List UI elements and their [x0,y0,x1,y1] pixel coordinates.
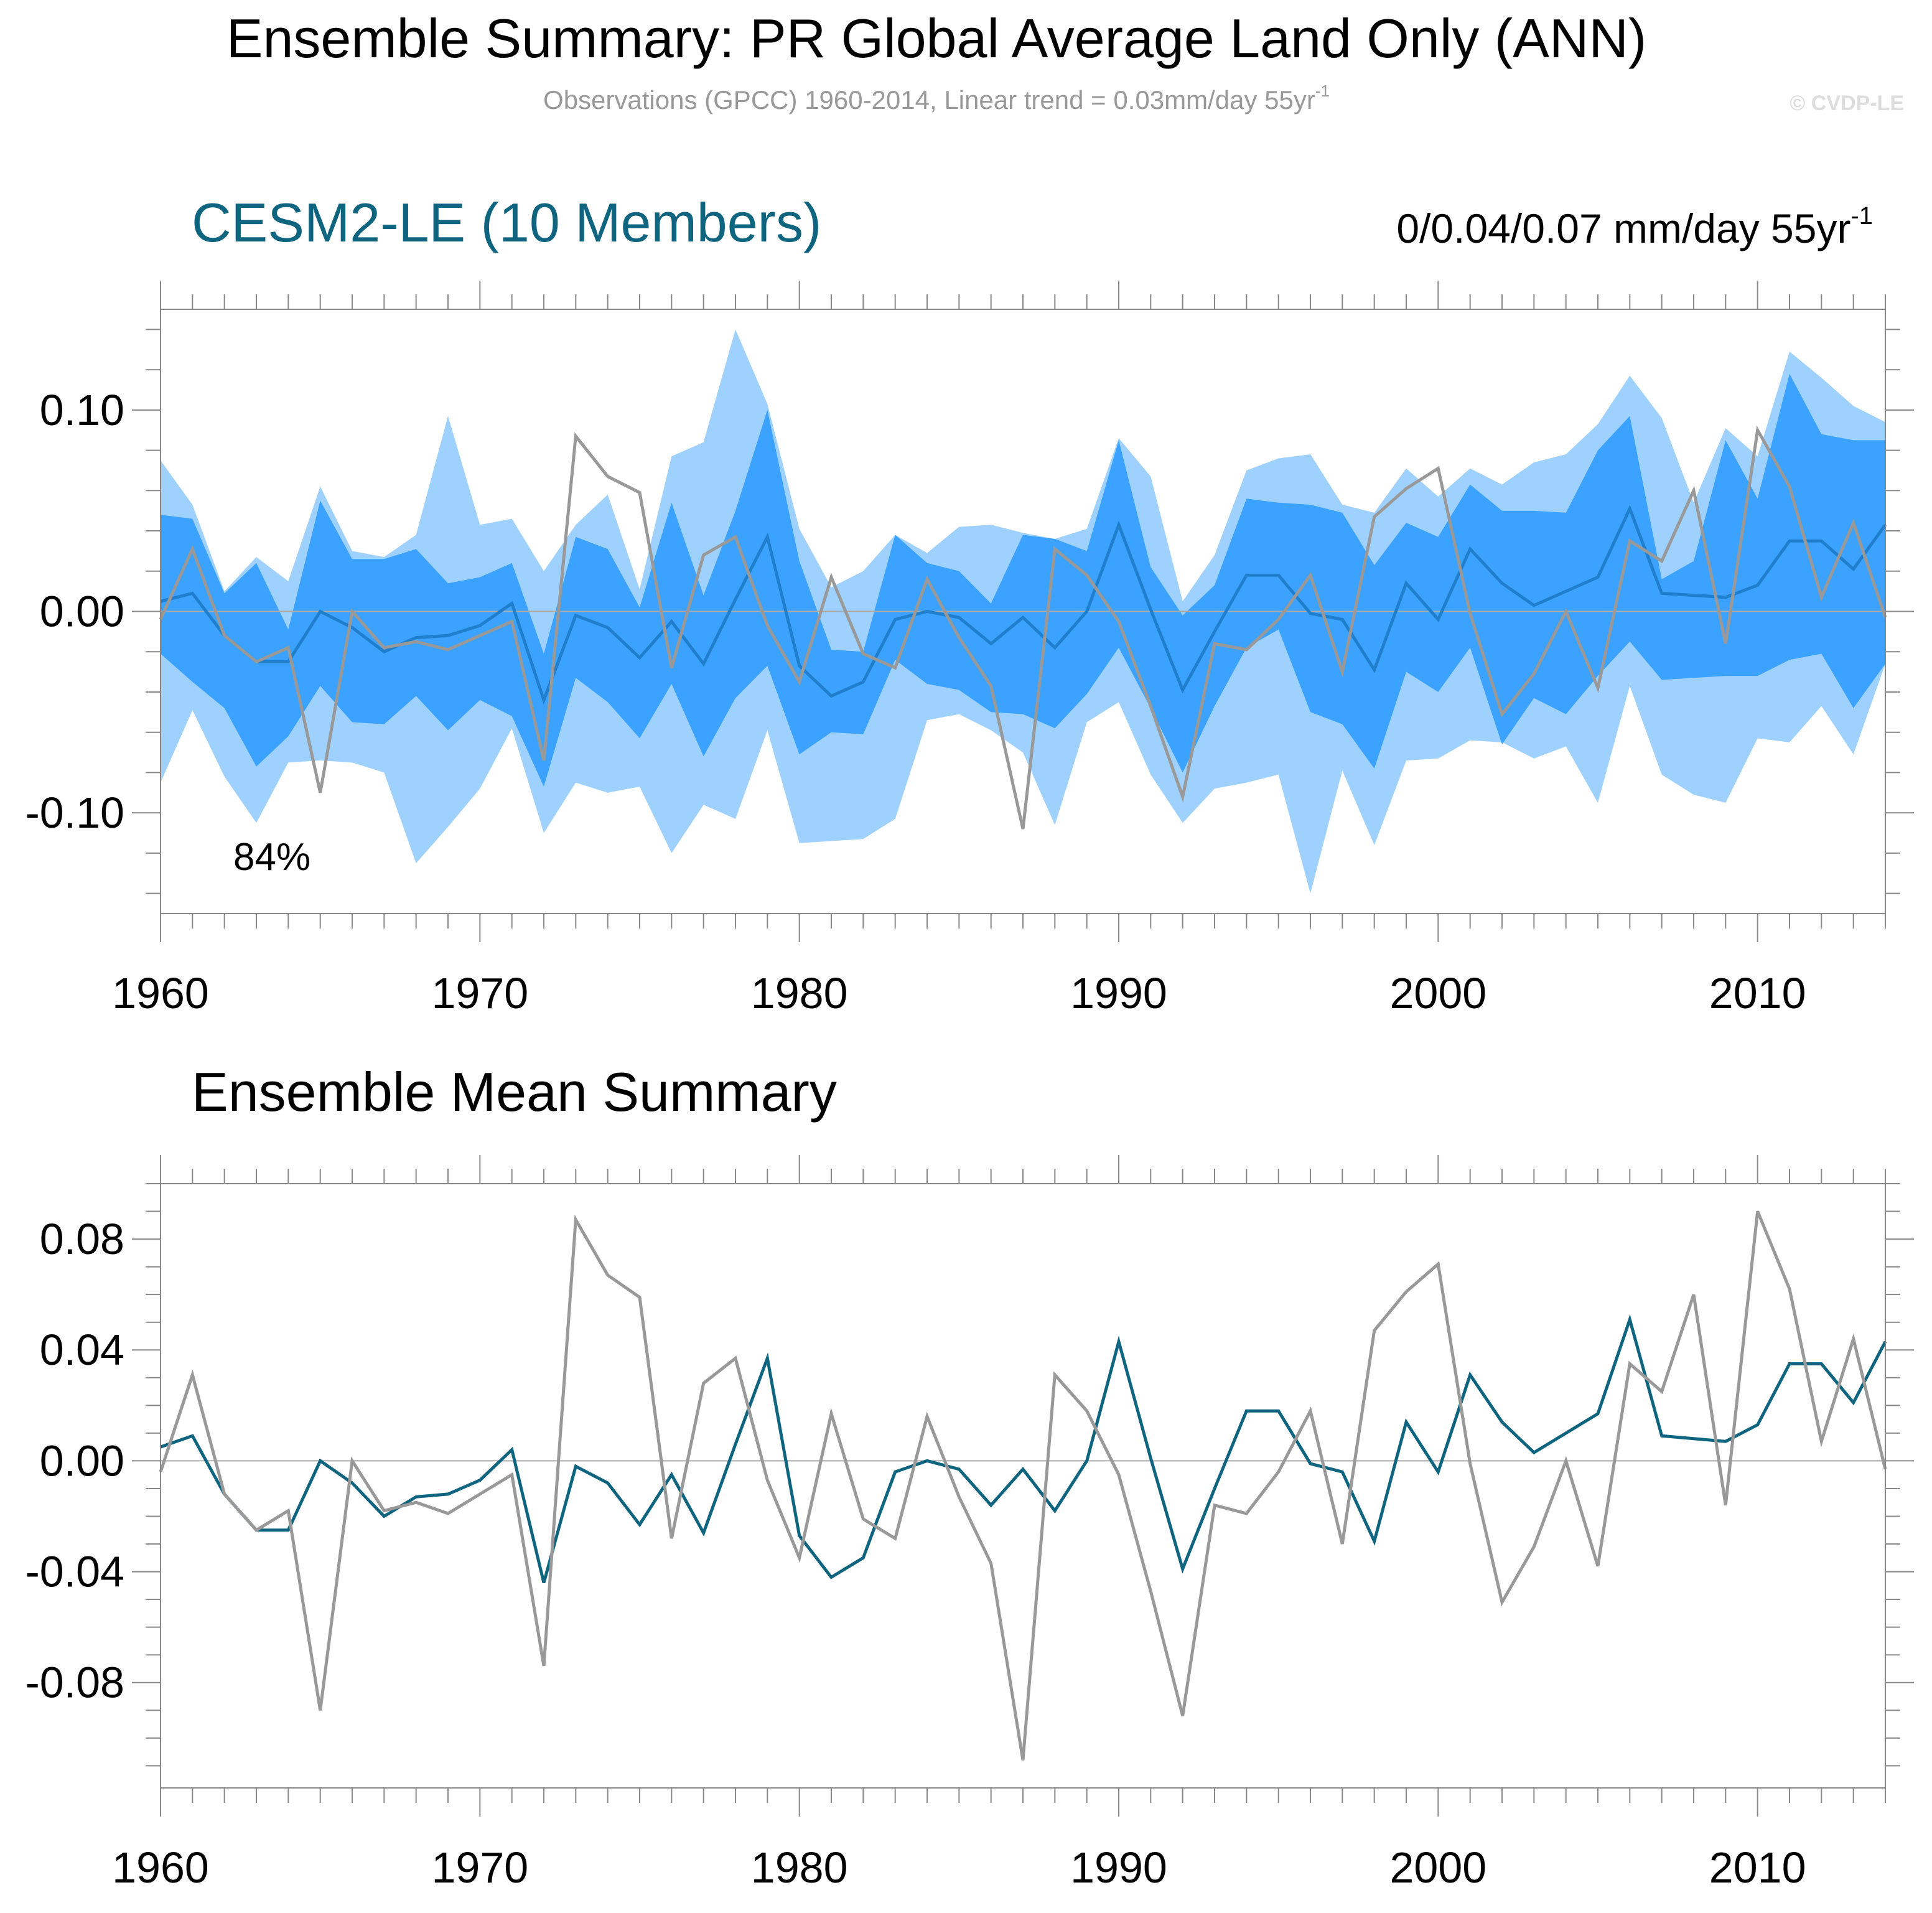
y-tick-label: 0.04 [40,1326,124,1374]
x-tick-label: 1960 [112,1843,209,1892]
percent-label: 84% [233,836,310,879]
x-tick-label: 1970 [431,969,528,1017]
copyright-label: © CVDP-LE [1790,91,1904,115]
bottom-panel-plot: 1960 1970 1980 1990 2000 2010 0.08 0.04 0.00 -0.0… [25,1155,1914,1892]
top-panel-plot: 1960 1970 1980 1990 2000 2010 0.10 0.00 -0.10 [25,281,1914,1017]
y-tick-label: -0.04 [25,1548,124,1596]
x-tick-label: 1970 [431,1843,528,1892]
y-tick-label: -0.10 [25,788,124,837]
bottom-axis-ticks: 1960 1970 1980 1990 2000 2010 0.08 0.04 0.00 -0.0… [25,1155,1914,1892]
x-tick-label: 1980 [751,1843,848,1892]
figure-subtitle-main: Observations (GPCC) 1960-2014, Linear tr… [543,85,1315,115]
figure-subtitle: Observations (GPCC) 1960-2014, Linear tr… [543,82,1330,115]
figure-subtitle-sup: -1 [1315,82,1330,100]
model-label: CESM2-LE (10 Members) [192,192,821,253]
y-tick-label: 0.08 [40,1215,124,1263]
x-tick-label: 1980 [751,969,848,1017]
x-tick-label: 2010 [1709,1843,1806,1892]
ensemble-mean-line [160,1314,1887,1584]
ensemble-mean-line [160,504,1887,705]
x-tick-label: 1990 [1070,969,1167,1017]
y-tick-label: 0.00 [40,587,124,636]
observations-line [159,425,1887,830]
inner-spread-band [161,373,1885,787]
bottom-plot-frame [160,1183,1886,1789]
observations-line [159,1210,1887,1761]
top-series-lines [159,425,1887,830]
trend-label-main: 0/0.04/0.07 mm/day 55yr [1396,205,1850,251]
y-tick-label: -0.08 [25,1658,124,1707]
ensemble-mean-title: Ensemble Mean Summary [192,1061,837,1123]
trend-label-sup: -1 [1850,202,1873,230]
top-axis-ticks: 1960 1970 1980 1990 2000 2010 0.10 0.00 -0.10 [25,281,1914,1017]
y-tick-label: 0.00 [40,1436,124,1485]
x-tick-label: 1990 [1070,1843,1167,1892]
x-tick-label: 2000 [1389,1843,1486,1892]
x-tick-label: 2000 [1389,969,1486,1017]
bottom-series-lines [159,1210,1887,1761]
y-tick-label: 0.10 [40,386,124,434]
figure-title: Ensemble Summary: PR Global Average Land… [226,7,1646,69]
x-tick-label: 2010 [1709,969,1806,1017]
trend-label: 0/0.04/0.07 mm/day 55yr-1 [1396,202,1873,251]
x-tick-label: 1960 [112,969,209,1017]
